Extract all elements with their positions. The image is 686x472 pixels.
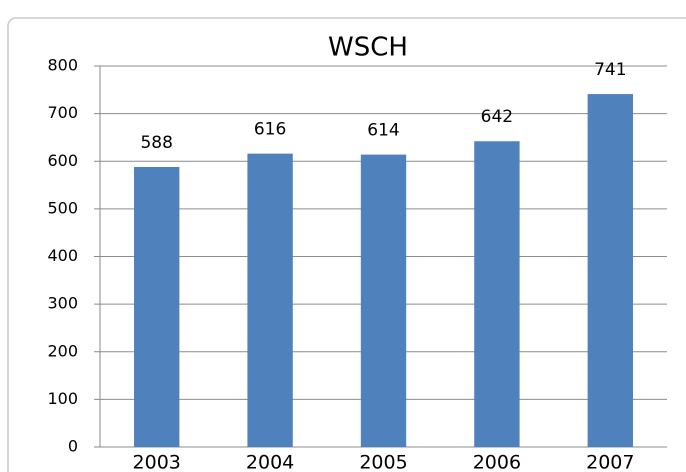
bar (474, 141, 520, 447)
data-label: 614 (367, 121, 399, 141)
x-tick-label: 2004 (246, 452, 294, 472)
data-label: 741 (594, 60, 626, 80)
x-tick-label: 2006 (473, 452, 521, 472)
x-tick-label: 2005 (359, 452, 407, 472)
y-tick-label: 600 (47, 151, 78, 170)
y-tick-label: 800 (47, 56, 78, 75)
y-tick-label: 300 (47, 294, 78, 313)
x-tick-label: 2003 (133, 452, 181, 472)
chart-frame (7, 17, 686, 472)
data-label: 588 (140, 133, 172, 153)
y-tick-label: 200 (47, 341, 78, 360)
data-label: 616 (254, 120, 286, 140)
bar (360, 154, 407, 447)
bar (247, 153, 293, 447)
y-tick-label: 100 (47, 389, 78, 408)
data-label: 642 (481, 107, 513, 127)
y-tick-label: 400 (47, 246, 78, 265)
y-tick-label: 500 (47, 198, 78, 217)
x-tick-label: 2007 (586, 452, 634, 472)
chart-title: WSCH (328, 33, 408, 63)
y-tick-label: 700 (47, 103, 78, 122)
bar (134, 166, 180, 447)
y-tick-label: 0 (68, 437, 78, 456)
bar (587, 94, 633, 447)
